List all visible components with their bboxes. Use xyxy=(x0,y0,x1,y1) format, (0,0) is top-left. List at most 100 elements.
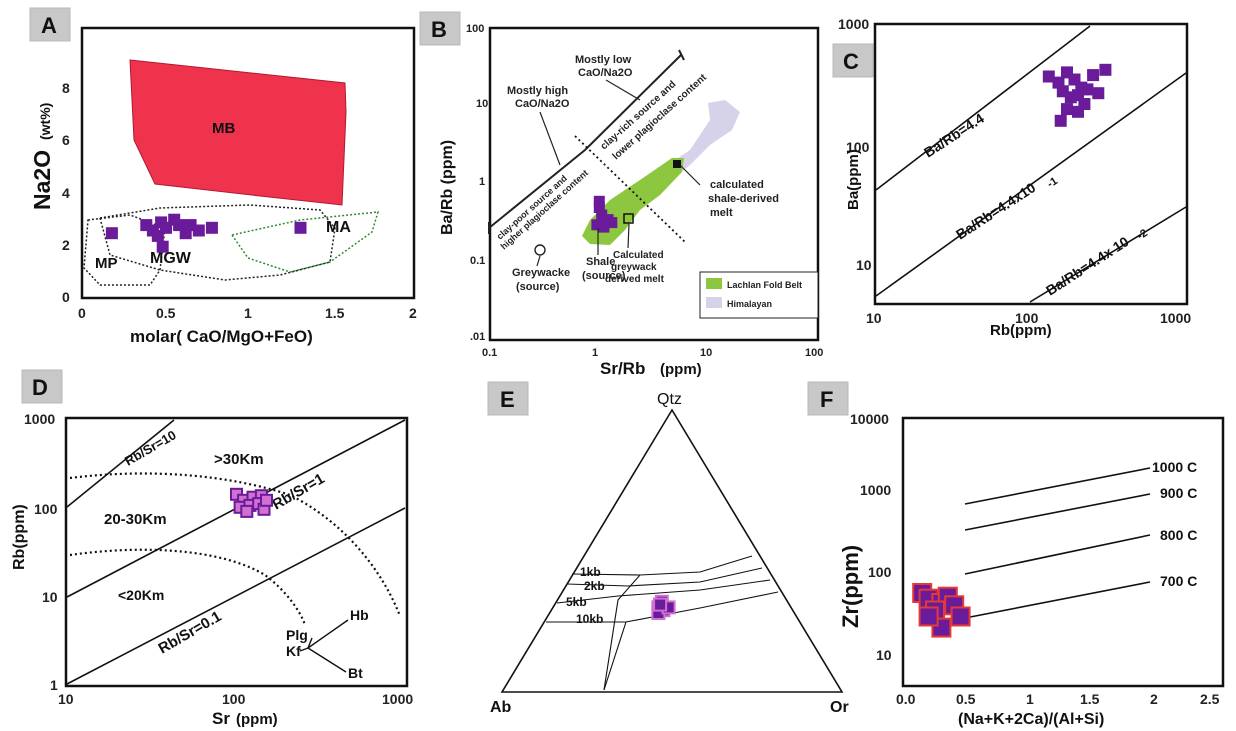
b-note: CaO/Na2O xyxy=(578,67,633,79)
x-tick-label: 100 xyxy=(1015,310,1039,326)
x-tick-label: 1 xyxy=(592,347,598,359)
depth-label: >30Km xyxy=(214,451,264,468)
ma-field xyxy=(230,211,380,273)
y-tick-label: 0.1 xyxy=(470,255,485,267)
isotherm-label: 700 C xyxy=(1160,573,1197,589)
panel-a-ylabel-group: Na2O (wt%) xyxy=(29,103,55,210)
ratio-label: Ba/Rb=4.4x 10 xyxy=(1043,233,1132,298)
panel-c-points xyxy=(1042,63,1112,127)
x-tick-label: 1.5 xyxy=(1080,691,1100,707)
sample-point xyxy=(1099,63,1112,76)
x-tick-label: 0.0 xyxy=(896,691,916,707)
y-tick-label: 0 xyxy=(62,289,70,305)
panel-f-yticks: 10000 1000 100 10 xyxy=(850,411,892,663)
y-tick-label: 1000 xyxy=(860,482,891,498)
panel-c-ylabel: Ba(ppm) xyxy=(845,149,862,210)
shale-melt-pointer xyxy=(680,165,701,186)
panel-c-plot-frame xyxy=(873,22,1189,306)
x-tick-label: 2 xyxy=(1150,691,1158,707)
sample-point xyxy=(1092,87,1105,100)
vector-label: Plg xyxy=(286,627,308,643)
sample-point xyxy=(950,606,971,627)
y-tick-label: 10 xyxy=(42,589,58,605)
panel-d-plot-frame xyxy=(64,416,409,688)
y-tick-label: 6 xyxy=(62,132,70,148)
low-cao-pointer xyxy=(605,79,641,101)
x-tick-label: 100 xyxy=(805,347,823,359)
b-note: CaO/Na2O xyxy=(515,98,570,110)
mineral-vectors: Hb Plg Kf Bt xyxy=(286,607,369,681)
ratio-label: -1 xyxy=(1045,175,1060,190)
isotherm-1000 xyxy=(964,467,1151,505)
vector-bt xyxy=(307,647,347,673)
b-note: Greywacke xyxy=(512,267,570,279)
b-note: clay-poor source and xyxy=(495,173,569,241)
ratio-label: Ba/Rb=4.4x10 xyxy=(953,179,1039,242)
eutectic-trace-2 xyxy=(603,621,627,691)
mp-field xyxy=(83,214,166,286)
y-tick-label: 100 xyxy=(846,139,870,155)
y-tick-label: 1 xyxy=(50,677,58,693)
legend-label-lachlan: Lachlan Fold Belt xyxy=(727,280,802,290)
panel-a-ylabel-unit: (wt%) xyxy=(37,103,53,140)
b-note: greywack xyxy=(611,262,657,273)
trend-bar-low xyxy=(584,54,682,151)
y-tick-label: 10 xyxy=(856,257,872,273)
sample-point xyxy=(294,221,307,234)
gw-melt-pointer xyxy=(627,223,630,249)
mb-field xyxy=(129,59,347,206)
x-tick-label: 1000 xyxy=(382,691,413,707)
panel-c-xticks: 10 100 1000 xyxy=(866,310,1191,326)
panel-f-badge-label: F xyxy=(820,387,833,412)
panel-a-plot-frame xyxy=(80,26,416,300)
vector-label: Kf xyxy=(286,643,301,659)
vector-label: Hb xyxy=(350,607,369,623)
panel-e-badge xyxy=(487,381,529,416)
panel-b-xlabel: Sr/Rb xyxy=(600,359,645,378)
panel-b-xticks: 0.1 1 10 100 xyxy=(482,347,823,359)
b-note: (source) xyxy=(582,270,626,282)
high-cao-pointer xyxy=(539,111,561,166)
panel-c-xlabel: Rb(ppm) xyxy=(990,322,1052,339)
panel-e-badge-label: E xyxy=(500,387,515,412)
isotherm-900 xyxy=(964,493,1151,531)
sample-point xyxy=(606,217,618,229)
sample-point xyxy=(205,221,218,234)
depth-label: 20-30Km xyxy=(104,511,167,528)
vector-label: Bt xyxy=(348,665,363,681)
ratio-line-0.44 xyxy=(875,72,1187,297)
mp-label: MP xyxy=(95,255,118,272)
legend-label-himalayan: Himalayan xyxy=(727,299,772,309)
sample-point xyxy=(105,227,118,240)
vector-plg xyxy=(307,637,313,649)
b-note: shale-derived xyxy=(708,193,779,205)
sample-point xyxy=(240,504,254,518)
b-note: derived melt xyxy=(605,274,665,285)
panel-a-xlabel: molar( CaO/MgO+FeO) xyxy=(130,327,313,346)
b-note: Mostly low xyxy=(575,54,632,66)
panel-f-points xyxy=(912,583,971,638)
x-tick-label: 2.5 xyxy=(1200,691,1220,707)
sample-point xyxy=(151,229,164,242)
greywacke-source-marker xyxy=(534,244,546,256)
y-tick-label: .01 xyxy=(470,331,485,343)
panel-d-points xyxy=(230,487,273,518)
x-tick-label: 1 xyxy=(1026,691,1034,707)
ternary-triangle xyxy=(500,408,844,693)
y-tick-label: 1000 xyxy=(838,16,869,32)
panel-d-yticks: 1000 100 10 1 xyxy=(24,411,58,693)
panel-c: Ba/Rb=4.4 Ba/Rb=4.4x10 -1 Ba/Rb=4.4x 10 … xyxy=(832,16,1191,339)
y-tick-label: 100 xyxy=(34,501,58,517)
x-tick-label: 1 xyxy=(244,305,252,321)
pressure-label: 5kb xyxy=(566,595,587,609)
isotherm-label: 800 C xyxy=(1160,527,1197,543)
mgw-label: MGW xyxy=(150,250,192,267)
panel-c-badge xyxy=(832,43,874,78)
x-tick-label: 2 xyxy=(409,305,417,321)
panel-b-badge-label: B xyxy=(431,17,447,42)
panel-c-yticks: 1000 100 10 xyxy=(838,16,872,273)
y-tick-label: 100 xyxy=(868,564,892,580)
mb-label: MB xyxy=(212,120,235,137)
pressure-line-5kb xyxy=(556,579,771,604)
sample-point xyxy=(260,493,273,507)
